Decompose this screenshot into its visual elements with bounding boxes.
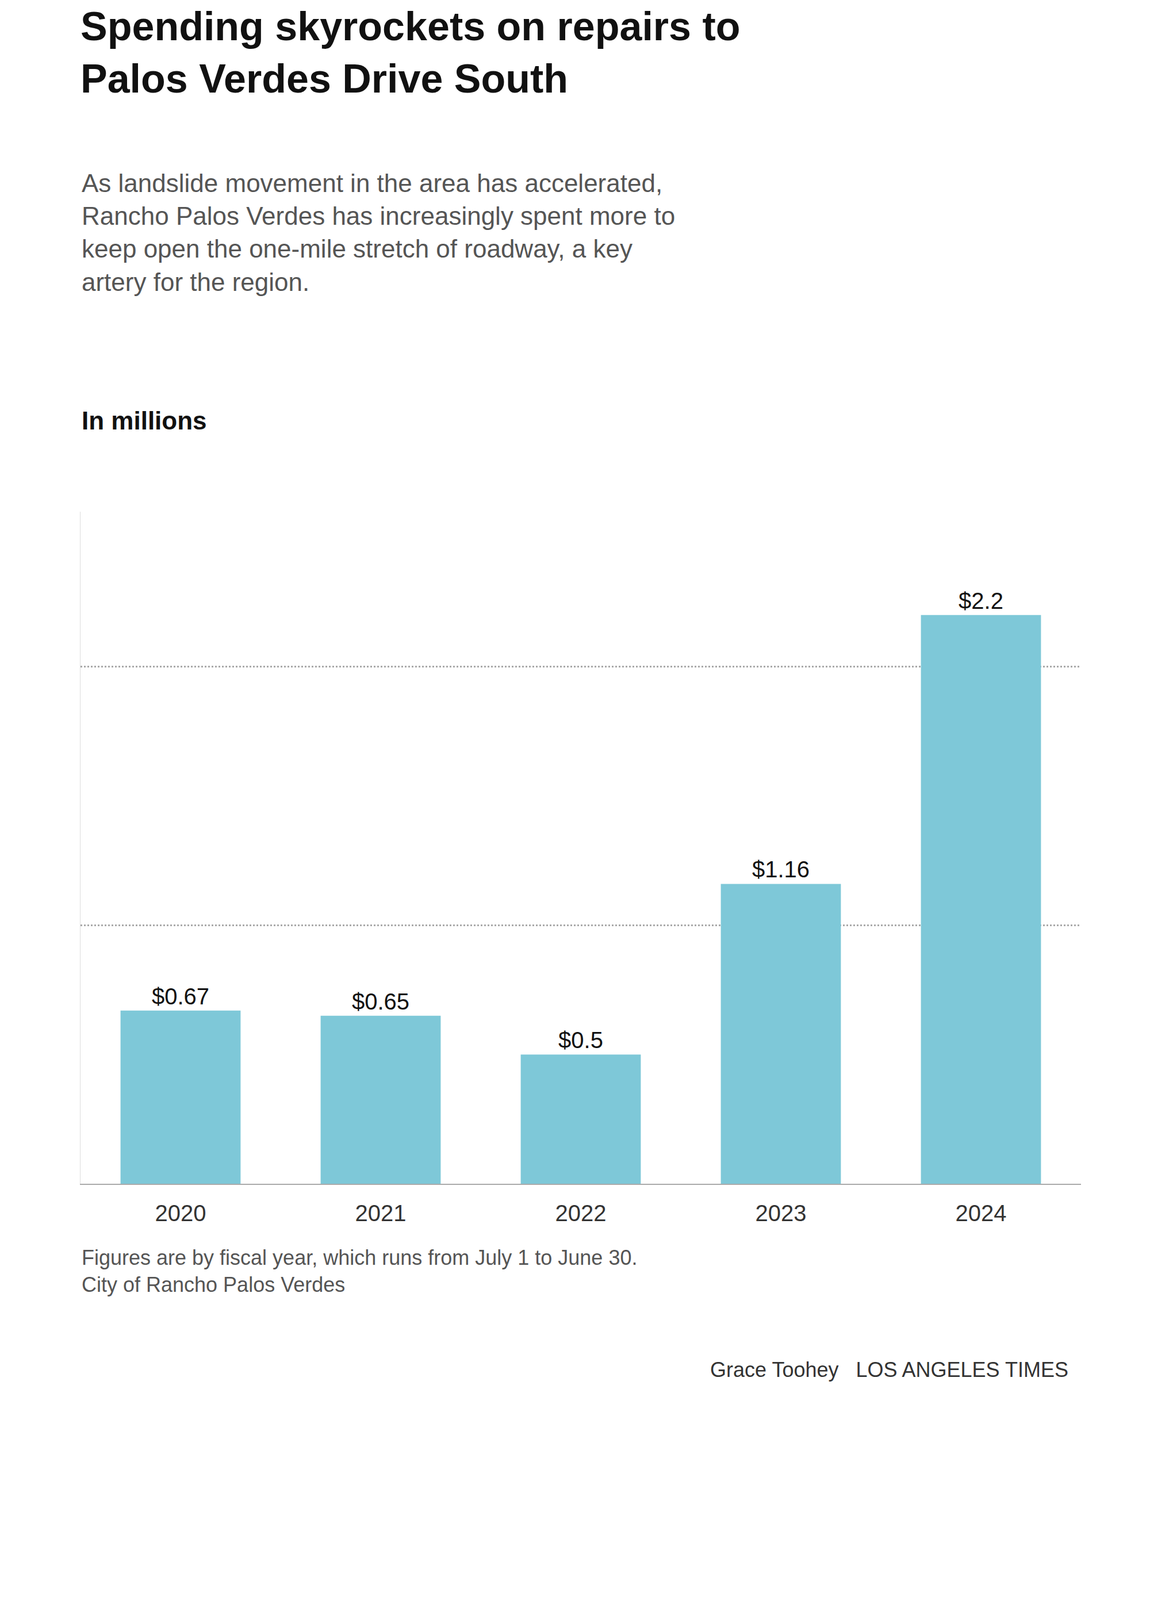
svg-text:Grace Toohey LOS ANGELES TIM: Grace Toohey LOS ANGELES TIMES [710,1358,1069,1382]
svg-text:$0.5: $0.5 [558,1027,604,1053]
svg-text:$0.65: $0.65 [351,989,410,1015]
svg-text:2021: 2021 [355,1200,407,1226]
svg-text:Spending skyrockets on repairs: Spending skyrockets on repairs toPalos V… [80,4,741,102]
svg-text:Figures are by fiscal year, wh: Figures are by fiscal year, which runs f… [81,1246,638,1297]
svg-text:2020: 2020 [155,1200,207,1226]
svg-text:2023: 2023 [755,1200,807,1226]
svg-text:$2.2: $2.2 [958,588,1004,614]
svg-text:2022: 2022 [555,1200,607,1226]
svg-text:2024: 2024 [955,1200,1007,1226]
svg-text:$0.67: $0.67 [151,983,210,1010]
svg-text:In millions: In millions [81,406,207,435]
svg-text:$1.16: $1.16 [752,856,810,883]
svg-text:As landslide movement in the a: As landslide movement in the area has ac… [81,169,676,297]
